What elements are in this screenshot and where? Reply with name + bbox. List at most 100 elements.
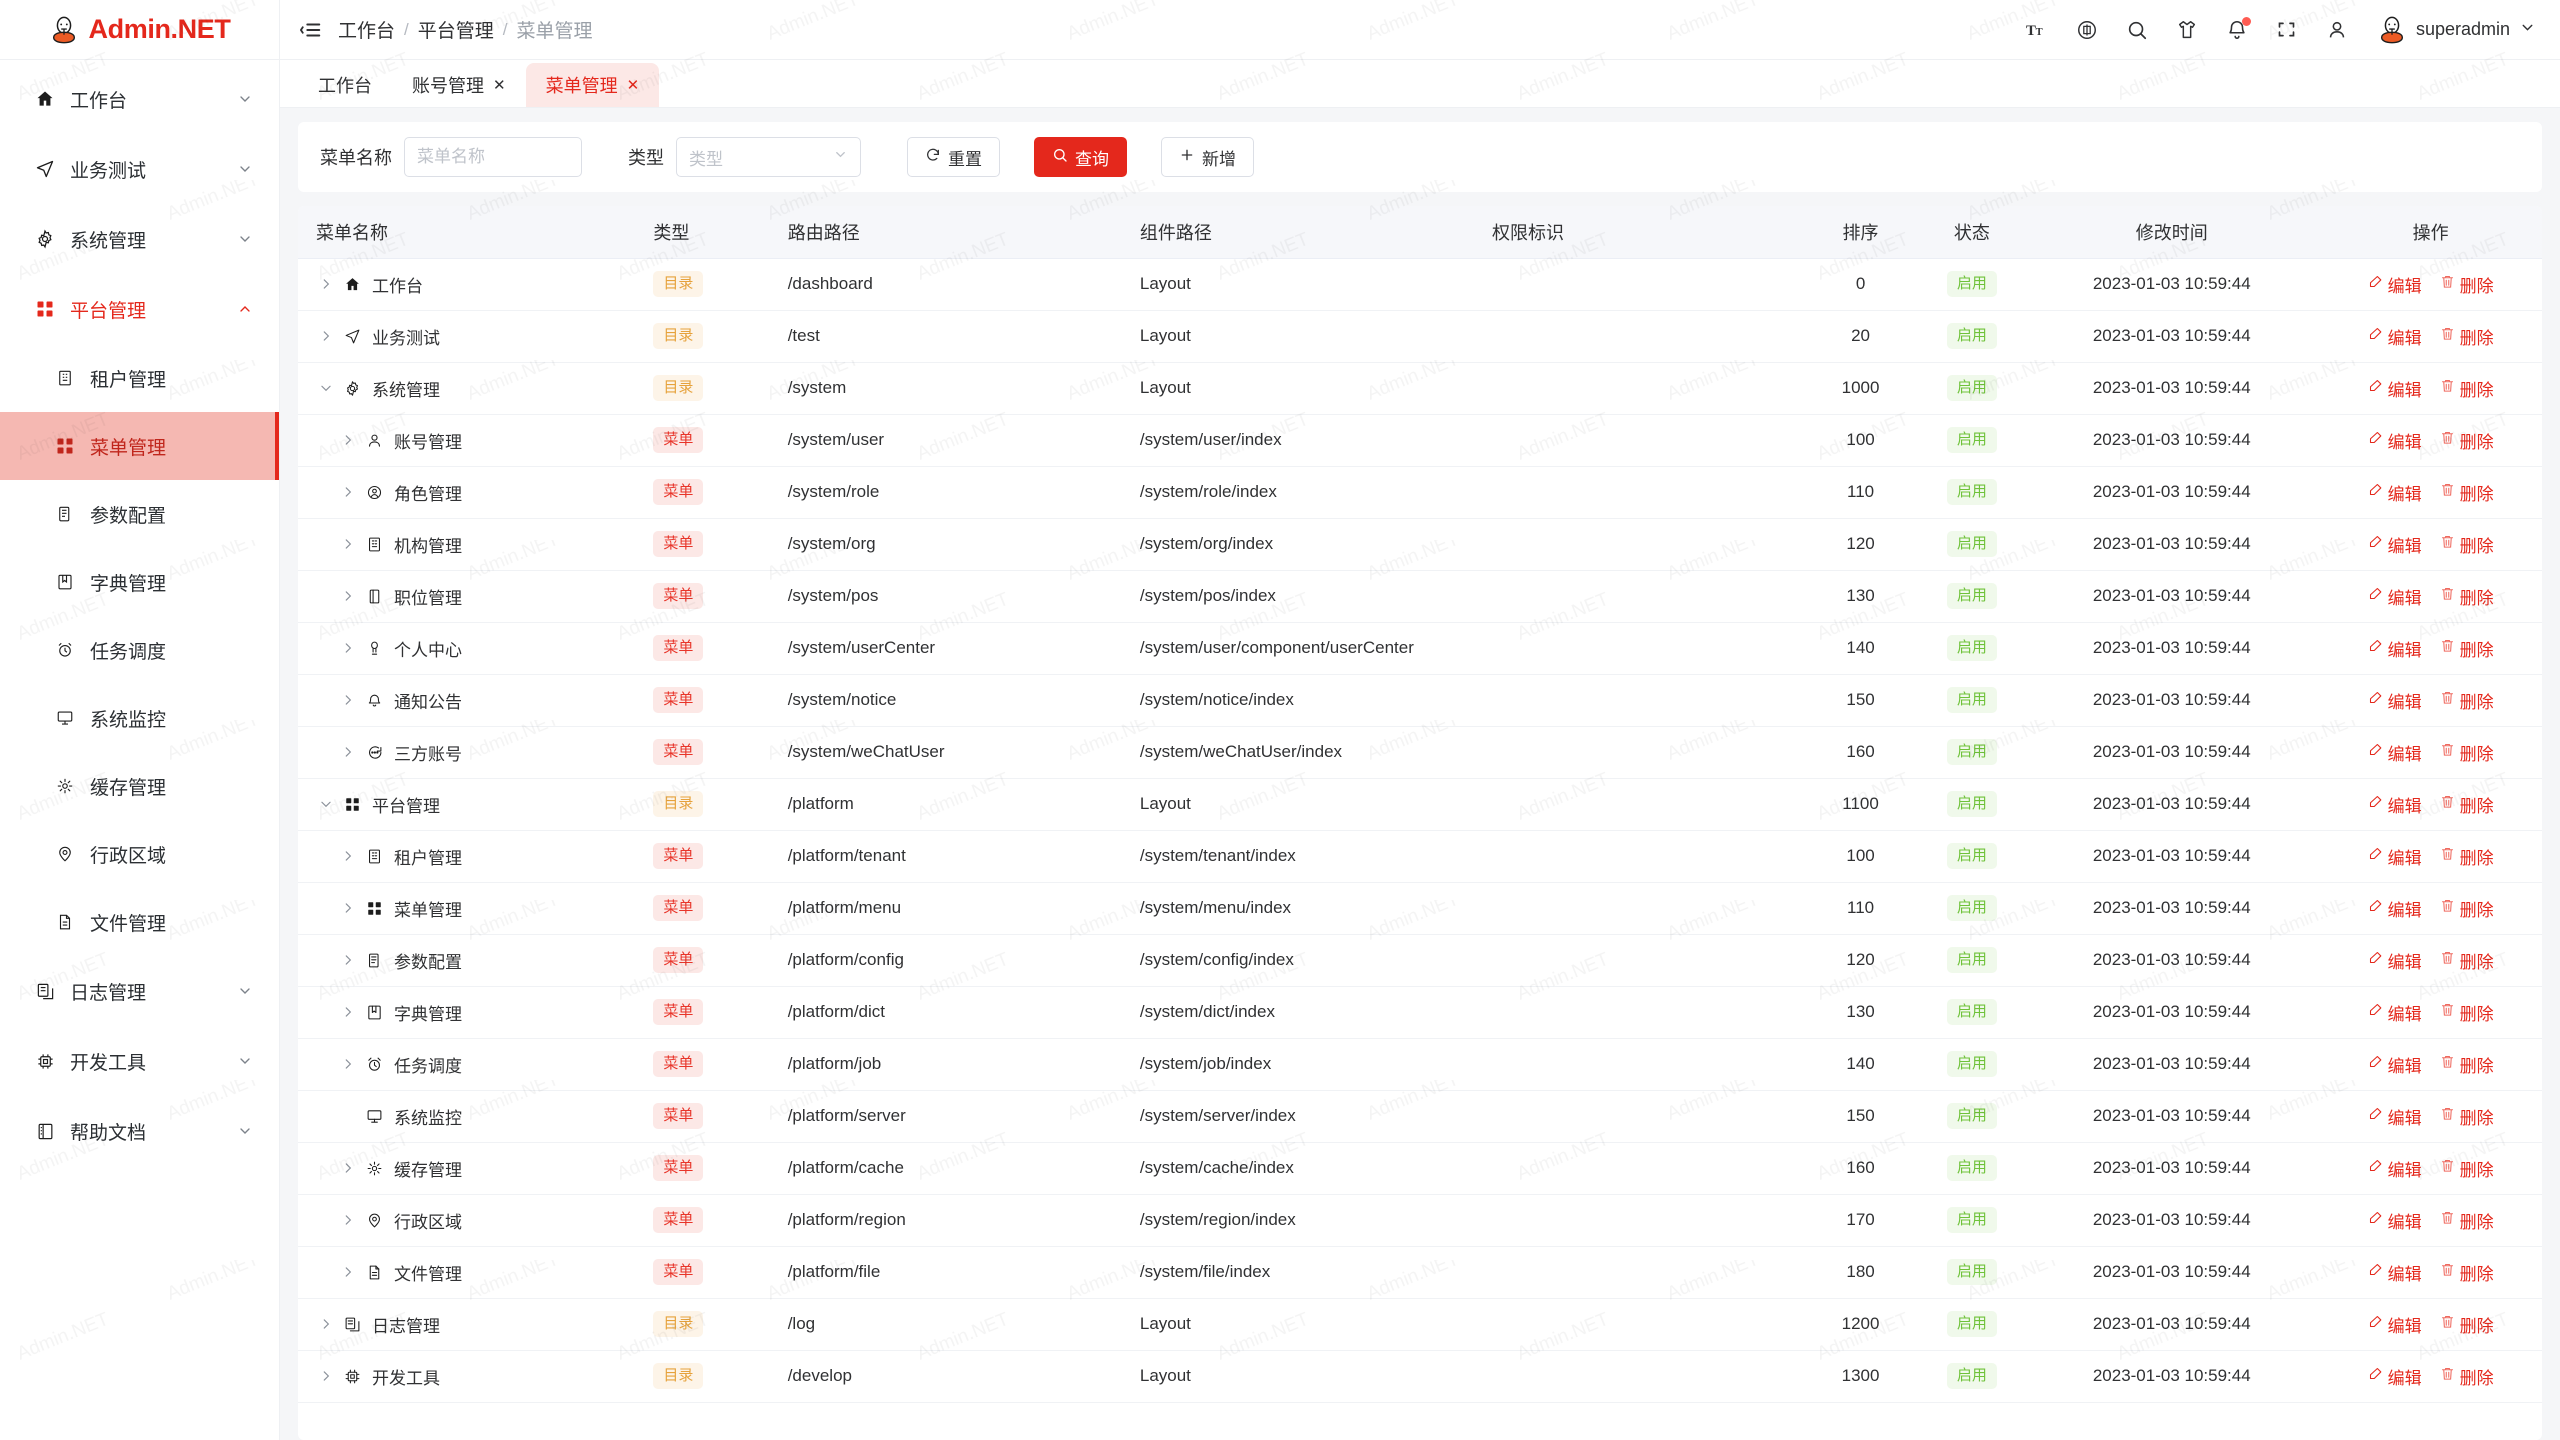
edit-button[interactable]: 编辑 bbox=[2368, 1052, 2422, 1077]
table-row[interactable]: 通知公告 菜单/system/notice/system/notice/index… bbox=[298, 674, 2542, 727]
table-row[interactable]: 职位管理 菜单/system/pos/system/pos/index 130 启用 2… bbox=[298, 570, 2542, 623]
expand-arrow-icon[interactable] bbox=[316, 381, 336, 395]
user-menu[interactable]: superadmin bbox=[2377, 15, 2536, 45]
tab-menu-management[interactable]: 菜单管理 ✕ bbox=[525, 63, 660, 107]
expand-arrow-icon[interactable] bbox=[338, 901, 358, 915]
close-icon[interactable]: ✕ bbox=[626, 76, 640, 94]
table-row[interactable]: 平台管理 目录/platform Layout 1100 启用 2023-01-03 10… bbox=[298, 778, 2542, 831]
sidebar-item-log-management[interactable]: 日志管理 bbox=[0, 956, 279, 1026]
delete-button[interactable]: 删除 bbox=[2440, 948, 2494, 973]
reset-button[interactable]: 重置 bbox=[907, 137, 1000, 177]
theme-shirt-icon[interactable] bbox=[2175, 18, 2199, 42]
sidebar-item-region[interactable]: 行政区域 bbox=[0, 820, 279, 888]
edit-button[interactable]: 编辑 bbox=[2368, 688, 2422, 713]
delete-button[interactable]: 删除 bbox=[2440, 1000, 2494, 1025]
edit-button[interactable]: 编辑 bbox=[2368, 1208, 2422, 1233]
expand-arrow-icon[interactable] bbox=[338, 641, 358, 655]
edit-button[interactable]: 编辑 bbox=[2368, 1156, 2422, 1181]
delete-button[interactable]: 删除 bbox=[2440, 480, 2494, 505]
edit-button[interactable]: 编辑 bbox=[2368, 948, 2422, 973]
close-icon[interactable]: ✕ bbox=[493, 76, 506, 94]
sidebar-item-job[interactable]: 任务调度 bbox=[0, 616, 279, 684]
sidebar-item-help-docs[interactable]: 帮助文档 bbox=[0, 1096, 279, 1166]
table-row[interactable]: 字典管理 菜单/platform/dict/system/dict/index 13… bbox=[298, 986, 2542, 1039]
table-row[interactable]: 租户管理 菜单/platform/tenant/system/tenant/ind… bbox=[298, 830, 2542, 883]
expand-arrow-icon[interactable] bbox=[338, 1005, 358, 1019]
text-size-icon[interactable]: T T bbox=[2025, 18, 2049, 42]
delete-button[interactable]: 删除 bbox=[2440, 1156, 2494, 1181]
table-row[interactable]: 文件管理 菜单/platform/file/system/file/index 18… bbox=[298, 1246, 2542, 1299]
table-row[interactable]: 缓存管理 菜单/platform/cache/system/cache/index… bbox=[298, 1142, 2542, 1195]
delete-button[interactable]: 删除 bbox=[2440, 1208, 2494, 1233]
table-row[interactable]: 个人中心 菜单/system/userCenter/system/user/com… bbox=[298, 622, 2542, 675]
sidebar-item-tenant-management[interactable]: 租户管理 bbox=[0, 344, 279, 412]
expand-arrow-icon[interactable] bbox=[338, 745, 358, 759]
query-button[interactable]: 查询 bbox=[1034, 137, 1127, 177]
table-row[interactable]: 工作台 目录/dashboard Layout 0 启用 2023-01-03 10:59… bbox=[298, 258, 2542, 311]
expand-arrow-icon[interactable] bbox=[338, 849, 358, 863]
delete-button[interactable]: 删除 bbox=[2440, 324, 2494, 349]
tab-workbench[interactable]: 工作台 bbox=[298, 63, 392, 107]
edit-button[interactable]: 编辑 bbox=[2368, 844, 2422, 869]
sidebar-item-workbench[interactable]: 工作台 bbox=[0, 64, 279, 134]
add-button[interactable]: 新增 bbox=[1161, 137, 1254, 177]
edit-button[interactable]: 编辑 bbox=[2368, 792, 2422, 817]
type-select[interactable]: 类型 bbox=[676, 137, 861, 177]
sidebar-item-file[interactable]: 文件管理 bbox=[0, 888, 279, 956]
fullscreen-icon[interactable] bbox=[2275, 18, 2299, 42]
expand-arrow-icon[interactable] bbox=[338, 953, 358, 967]
hamburger-icon[interactable] bbox=[298, 17, 324, 43]
edit-button[interactable]: 编辑 bbox=[2368, 376, 2422, 401]
expand-arrow-icon[interactable] bbox=[338, 589, 358, 603]
delete-button[interactable]: 删除 bbox=[2440, 1104, 2494, 1129]
delete-button[interactable]: 删除 bbox=[2440, 1364, 2494, 1389]
sidebar-item-platform-management[interactable]: 平台管理 bbox=[0, 274, 279, 344]
edit-button[interactable]: 编辑 bbox=[2368, 740, 2422, 765]
delete-button[interactable]: 删除 bbox=[2440, 532, 2494, 557]
sidebar-item-menu-management[interactable]: 菜单管理 bbox=[0, 412, 279, 480]
sidebar-item-config[interactable]: 参数配置 bbox=[0, 480, 279, 548]
expand-arrow-icon[interactable] bbox=[316, 1317, 336, 1331]
table-row[interactable]: 日志管理 目录/log Layout 1200 启用 2023-01-03 10:59:4… bbox=[298, 1298, 2542, 1351]
expand-arrow-icon[interactable] bbox=[316, 797, 336, 811]
edit-button[interactable]: 编辑 bbox=[2368, 324, 2422, 349]
delete-button[interactable]: 删除 bbox=[2440, 428, 2494, 453]
edit-button[interactable]: 编辑 bbox=[2368, 584, 2422, 609]
table-row[interactable]: 参数配置 菜单/platform/config/system/config/ind… bbox=[298, 934, 2542, 987]
delete-button[interactable]: 删除 bbox=[2440, 376, 2494, 401]
delete-button[interactable]: 删除 bbox=[2440, 740, 2494, 765]
edit-button[interactable]: 编辑 bbox=[2368, 636, 2422, 661]
sidebar-item-business-test[interactable]: 业务测试 bbox=[0, 134, 279, 204]
edit-button[interactable]: 编辑 bbox=[2368, 428, 2422, 453]
delete-button[interactable]: 删除 bbox=[2440, 636, 2494, 661]
expand-arrow-icon[interactable] bbox=[338, 1213, 358, 1227]
table-row[interactable]: 系统监控 菜单/platform/server/system/server/ind… bbox=[298, 1090, 2542, 1143]
table-row[interactable]: 行政区域 菜单/platform/region/system/region/ind… bbox=[298, 1194, 2542, 1247]
edit-button[interactable]: 编辑 bbox=[2368, 1104, 2422, 1129]
search-icon[interactable] bbox=[2125, 18, 2149, 42]
table-row[interactable]: 业务测试 目录/test Layout 20 启用 2023-01-03 10:59:44… bbox=[298, 310, 2542, 363]
breadcrumb-item-0[interactable]: 工作台 bbox=[338, 21, 396, 42]
delete-button[interactable]: 删除 bbox=[2440, 584, 2494, 609]
table-row[interactable]: 账号管理 菜单/system/user/system/user/index 100 启… bbox=[298, 414, 2542, 467]
delete-button[interactable]: 删除 bbox=[2440, 1260, 2494, 1285]
sidebar-item-dev-tools[interactable]: 开发工具 bbox=[0, 1026, 279, 1096]
edit-button[interactable]: 编辑 bbox=[2368, 1364, 2422, 1389]
breadcrumb-item-1[interactable]: 平台管理 bbox=[417, 21, 494, 42]
notification-bell-icon[interactable] bbox=[2225, 16, 2251, 42]
expand-arrow-icon[interactable] bbox=[338, 485, 358, 499]
edit-button[interactable]: 编辑 bbox=[2368, 272, 2422, 297]
table-row[interactable]: 开发工具 目录/develop Layout 1300 启用 2023-01-03 10:… bbox=[298, 1350, 2542, 1403]
sidebar-item-system-management[interactable]: 系统管理 bbox=[0, 204, 279, 274]
sidebar-item-cache[interactable]: 缓存管理 bbox=[0, 752, 279, 820]
edit-button[interactable]: 编辑 bbox=[2368, 1312, 2422, 1337]
table-row[interactable]: 系统管理 目录/system Layout 1000 启用 2023-01-03 10:5… bbox=[298, 362, 2542, 415]
expand-arrow-icon[interactable] bbox=[316, 329, 336, 343]
table-row[interactable]: 菜单管理 菜单/platform/menu/system/menu/index 11… bbox=[298, 882, 2542, 935]
expand-arrow-icon[interactable] bbox=[338, 433, 358, 447]
delete-button[interactable]: 删除 bbox=[2440, 272, 2494, 297]
edit-button[interactable]: 编辑 bbox=[2368, 532, 2422, 557]
expand-arrow-icon[interactable] bbox=[338, 1057, 358, 1071]
edit-button[interactable]: 编辑 bbox=[2368, 896, 2422, 921]
sidebar-item-dict[interactable]: 字典管理 bbox=[0, 548, 279, 616]
